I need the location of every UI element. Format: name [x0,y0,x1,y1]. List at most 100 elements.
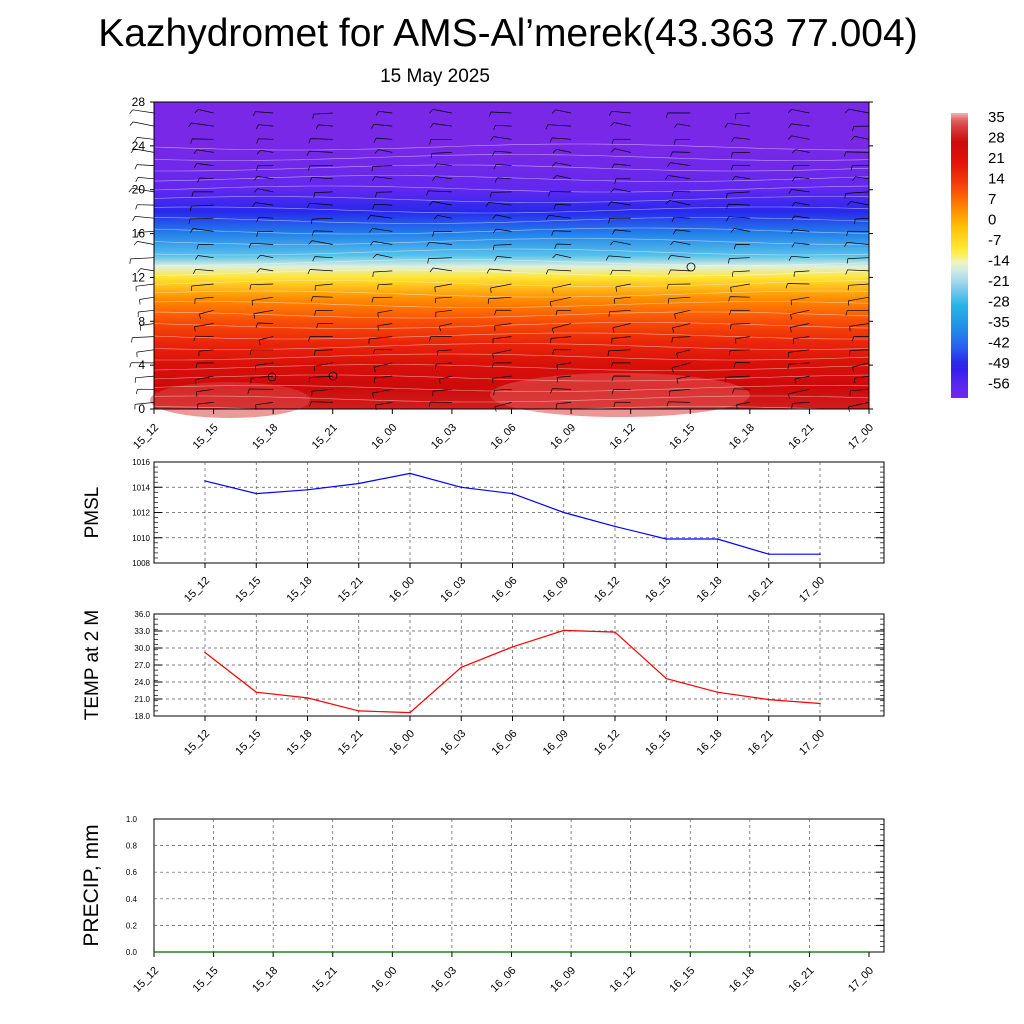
wind-barb [494,177,512,183]
wind-barb [849,388,870,396]
wind-barb [129,257,155,264]
temp-data-point [614,631,616,633]
wind-barb [487,296,512,304]
wind-barb [552,254,572,259]
wind-barb [438,375,452,385]
wind-barb [129,109,155,115]
wind-barb [139,296,155,305]
contour-line [153,196,870,203]
temp-x-tick-label: 16_15 [643,728,673,758]
wind-barb [667,162,691,167]
heatmap-x-tick-label: 16_09 [548,422,578,452]
wind-barb [550,388,572,394]
surface-warm-region [490,373,750,417]
temp-y-axis-label: TEMP at 2 M [82,610,103,721]
wind-barb [673,138,691,145]
wind-barb [194,109,214,114]
wind-barb [191,191,214,197]
wind-barb [788,189,810,194]
contour-line [153,322,870,329]
wind-barb [785,283,810,289]
contour-line [153,185,870,193]
wind-barb [377,283,393,290]
wind-barb [791,242,810,248]
precip-y-tick-label: 0.0 [126,948,138,957]
contour-line [153,395,870,403]
wind-barb [612,229,631,235]
wind-barb [371,296,393,303]
wind-barb [611,388,631,395]
colorbar-label: -14 [988,253,1010,270]
colorbar-label: -49 [988,355,1010,372]
colorbar-label: 21 [988,150,1005,167]
heatmap-y-tick-label: 12 [132,270,146,284]
precip-x-tick-label: 15_15 [191,965,221,995]
wind-barb [851,336,870,342]
wind-barb [494,256,512,261]
wind-barb [548,191,572,197]
wind-barb [128,187,155,193]
wind-barb [139,323,155,331]
wind-barb [792,336,810,344]
wind-barb [844,191,870,199]
wind-barb [731,270,750,277]
wind-barb [726,191,750,199]
wind-barb [250,375,274,384]
wind-barb [676,349,691,359]
wind-barb [671,336,691,343]
wind-barb [555,309,572,316]
temp-data-point [665,677,668,680]
wind-barb [794,375,810,384]
precip-y-axis-label: PRECIP, mm [80,824,103,946]
precip-y-tick-label: 0.2 [126,921,138,930]
wind-barb [372,388,393,398]
wind-barb [311,388,333,397]
wind-barb [551,109,572,114]
wind-barb [552,349,572,355]
wind-barb [614,296,631,304]
wind-barb [673,123,691,128]
wind-barb [315,124,333,130]
precip-x-tick-label: 16_00 [369,965,399,995]
precip-x-tick-label: 16_21 [786,965,816,995]
wind-barb [190,138,214,144]
temp-y-tick-label: 36.0 [134,610,150,619]
temp-x-tick-label: 15_15 [233,728,263,758]
wind-barb [549,296,572,307]
wind-barb [195,255,214,260]
wind-barb [551,230,572,236]
wind-barb [608,110,631,116]
wind-barb [434,296,452,304]
wind-barb [485,202,512,207]
wind-barb [129,362,155,368]
wind-barb [666,401,691,407]
colorbar-label: -28 [988,294,1010,311]
wind-barb [135,388,155,395]
temp-2m-panel: 36.0 33.0 30.0 27.0 24.0 21.0 18.0 15_12 15_15 15… [82,610,885,758]
wind-barb [373,137,393,143]
wind-barb [847,201,870,206]
heatmap-x-tick-label: 16_03 [429,422,459,452]
wind-barb [198,349,214,357]
wind-barb [729,323,750,330]
precip-x-tick-label: 15_12 [131,965,161,995]
wind-barb [312,112,333,120]
wind-barb [374,375,393,383]
wind-barb [551,283,572,294]
wind-barb [191,283,214,291]
wind-barb [731,137,750,143]
colorbar-label: 35 [988,109,1005,126]
wind-barb [372,253,393,259]
pmsl-data-point [767,553,770,555]
wind-barb [790,296,810,306]
wind-barb [845,309,870,316]
wind-barb [730,152,750,158]
wind-barb [488,111,512,117]
wind-barb [429,201,452,206]
temp-x-tick-label: 16_09 [541,728,571,758]
wind-barb [734,112,750,119]
wind-barb [607,349,631,356]
contour-line [154,259,870,266]
wind-barb [309,401,333,407]
